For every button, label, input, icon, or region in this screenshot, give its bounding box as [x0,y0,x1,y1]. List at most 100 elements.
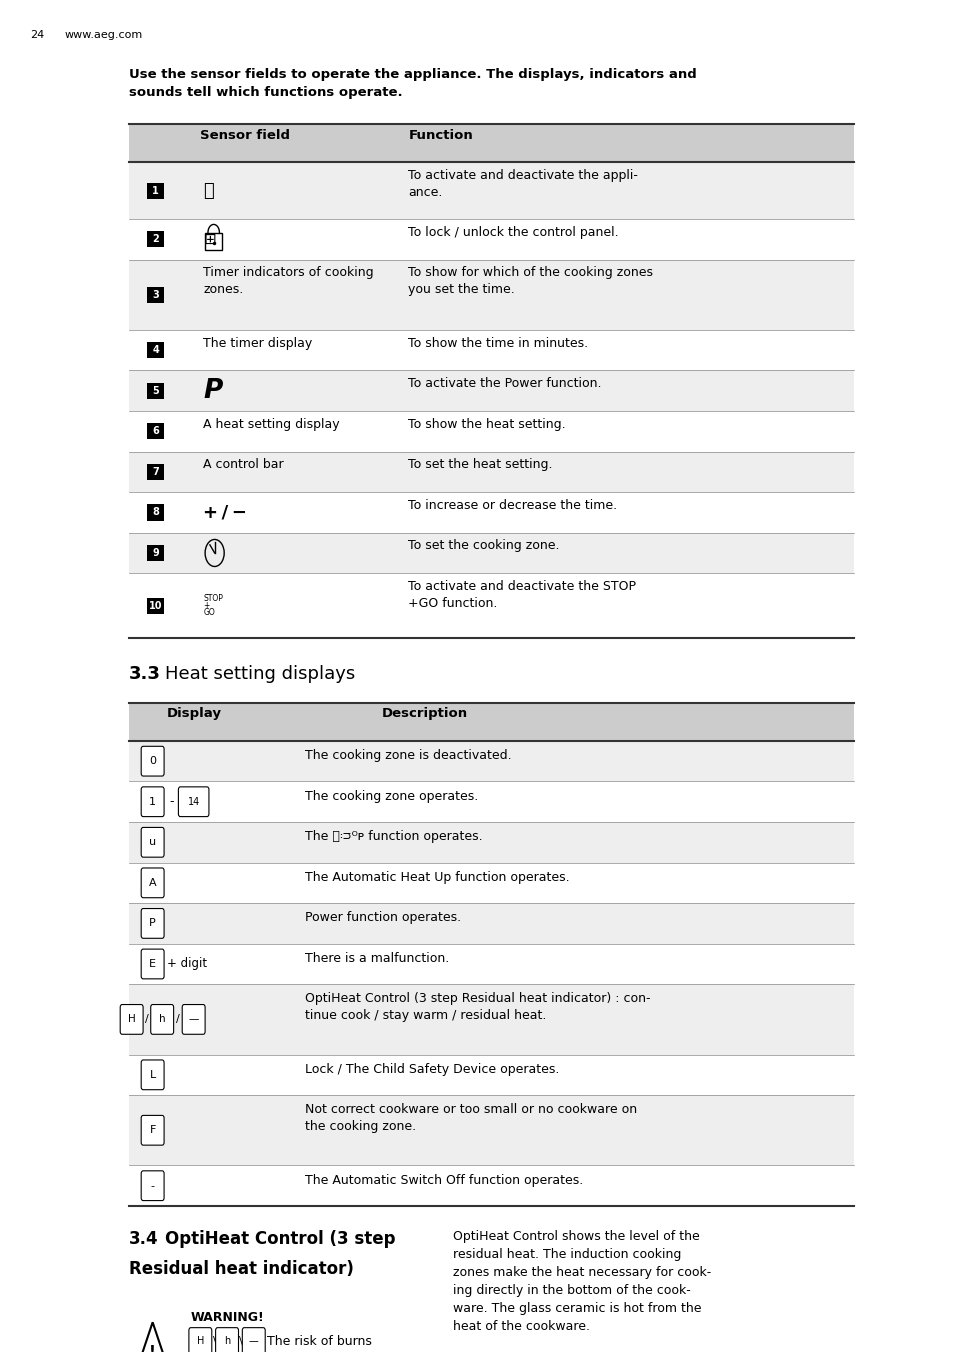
Text: Use the sensor fields to operate the appliance. The displays, indicators and
sou: Use the sensor fields to operate the app… [129,68,696,99]
Bar [129,944,853,984]
Text: WARNING!: WARNING! [191,1311,264,1325]
Bar [147,464,164,480]
Text: P: P [203,377,222,404]
Bar [147,383,164,399]
Text: Display: Display [167,707,222,721]
Text: —: — [249,1336,258,1347]
Text: \: \ [239,1336,243,1347]
Text: A: A [149,877,156,888]
Text: 5: 5 [152,385,159,396]
FancyBboxPatch shape [141,1060,164,1090]
FancyBboxPatch shape [215,1328,238,1352]
Text: 3.4: 3.4 [129,1230,158,1248]
Text: /: / [145,1014,149,1025]
Bar [147,545,164,561]
Text: There is a malfunction.: There is a malfunction. [305,952,449,965]
Text: Not correct cookware or too small or no cookware on
the cooking zone.: Not correct cookware or too small or no … [305,1103,637,1133]
Bar [147,504,164,521]
Text: 9: 9 [152,548,159,558]
Bar [129,370,853,411]
Bar [129,741,853,781]
Text: To show for which of the cooking zones
you set the time.: To show for which of the cooking zones y… [408,266,653,296]
Text: OptiHeat Control shows the level of the
residual heat. The induction cooking
zon: OptiHeat Control shows the level of the … [453,1230,711,1333]
Text: A heat setting display: A heat setting display [203,418,339,431]
Text: The timer display: The timer display [203,337,313,350]
Text: The cooking zone operates.: The cooking zone operates. [305,790,478,803]
Bar [129,533,853,573]
Bar [129,124,853,162]
Text: Description: Description [381,707,467,721]
Bar [147,342,164,358]
Text: To increase or decrease the time.: To increase or decrease the time. [408,499,617,512]
Bar [129,260,853,330]
Text: 4: 4 [152,345,159,356]
Bar [129,573,853,638]
Bar [147,183,164,199]
FancyBboxPatch shape [141,949,164,979]
Bar [129,781,853,822]
Text: 1: 1 [152,185,159,196]
Text: -: - [170,795,173,808]
Bar [147,598,164,614]
Text: To lock / unlock the control panel.: To lock / unlock the control panel. [408,226,618,239]
Text: u: u [149,837,156,848]
FancyBboxPatch shape [120,1005,143,1034]
Text: A control bar: A control bar [203,458,284,472]
Text: Heat setting displays: Heat setting displays [165,665,355,683]
Text: + digit: + digit [167,957,207,971]
Text: ⓘ: ⓘ [203,181,213,200]
Text: 10: 10 [149,600,162,611]
FancyBboxPatch shape [178,787,209,817]
Text: L: L [150,1069,155,1080]
FancyBboxPatch shape [151,1005,173,1034]
Text: H: H [196,1336,204,1347]
FancyBboxPatch shape [141,746,164,776]
Text: 3: 3 [152,289,159,300]
Text: Power function operates.: Power function operates. [305,911,461,925]
FancyBboxPatch shape [141,787,164,817]
Text: Lock / The Child Safety Device operates.: Lock / The Child Safety Device operates. [305,1063,559,1076]
Bar [129,863,853,903]
Text: To activate and deactivate the STOP
+GO function.: To activate and deactivate the STOP +GO … [408,580,636,610]
Bar [129,703,853,741]
FancyBboxPatch shape [182,1005,205,1034]
Text: To show the time in minutes.: To show the time in minutes. [408,337,588,350]
Text: 1: 1 [149,796,156,807]
Text: Function: Function [408,128,473,142]
Text: P: P [149,918,156,929]
Text: The cooking zone is deactivated.: The cooking zone is deactivated. [305,749,512,763]
Text: 3.3: 3.3 [129,665,160,683]
Text: STOP: STOP [203,595,223,603]
Text: !: ! [149,1344,156,1352]
Bar [129,1095,853,1165]
Bar [129,330,853,370]
Bar [129,1165,853,1206]
Bar [129,492,853,533]
Text: To set the cooking zone.: To set the cooking zone. [408,539,559,553]
Text: h: h [224,1336,230,1347]
FancyBboxPatch shape [141,868,164,898]
Text: The Automatic Switch Off function operates.: The Automatic Switch Off function operat… [305,1174,583,1187]
Text: To activate the Power function.: To activate the Power function. [408,377,601,391]
Bar [129,984,853,1055]
Bar [129,162,853,219]
Text: GO: GO [203,608,214,617]
Text: F: F [150,1125,155,1136]
Text: ⊞: ⊞ [203,231,215,247]
Text: \: \ [213,1336,216,1347]
FancyBboxPatch shape [242,1328,265,1352]
Text: Sensor field: Sensor field [200,128,290,142]
FancyBboxPatch shape [141,1171,164,1201]
Bar [147,287,164,303]
Bar [147,231,164,247]
Text: OptiHeat Control (3 step: OptiHeat Control (3 step [165,1230,395,1248]
Text: The Automatic Heat Up function operates.: The Automatic Heat Up function operates. [305,871,569,884]
Text: h: h [159,1014,165,1025]
FancyBboxPatch shape [189,1328,212,1352]
Text: To set the heat setting.: To set the heat setting. [408,458,552,472]
Text: To activate and deactivate the appli-
ance.: To activate and deactivate the appli- an… [408,169,638,199]
FancyBboxPatch shape [141,909,164,938]
Bar [129,411,853,452]
Text: /: / [175,1014,179,1025]
Text: 0: 0 [149,756,156,767]
